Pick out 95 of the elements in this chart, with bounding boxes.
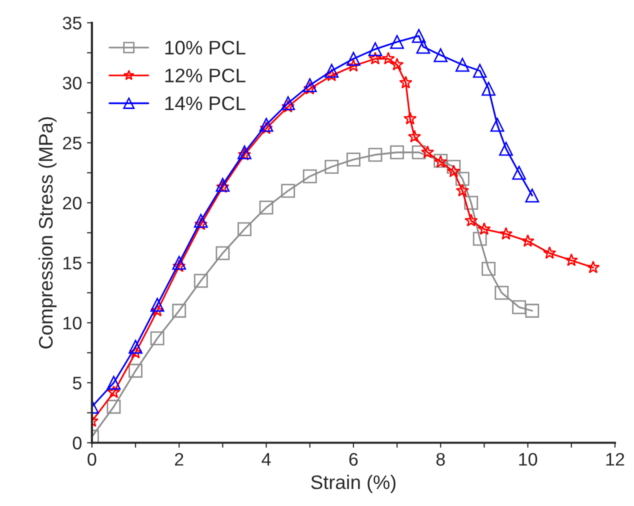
point — [494, 286, 509, 300]
point — [107, 385, 120, 398]
point — [238, 222, 252, 236]
point — [346, 52, 360, 66]
point — [521, 234, 534, 247]
point — [128, 364, 142, 378]
x-tick-label: 8 — [436, 452, 445, 466]
point — [390, 35, 404, 49]
point — [368, 42, 382, 56]
point — [586, 260, 600, 274]
y-axis-title: Compression Stress (MPa) — [38, 117, 57, 348]
point — [382, 52, 395, 65]
point — [259, 118, 274, 132]
y-tick-label: 0 — [72, 436, 82, 450]
point — [456, 184, 470, 197]
x-tick-label: 2 — [174, 452, 184, 466]
point — [412, 145, 426, 160]
point — [455, 172, 470, 186]
point — [368, 52, 382, 65]
point — [490, 118, 504, 132]
point — [302, 169, 317, 184]
y-tick-label: 30 — [62, 76, 82, 90]
point — [482, 262, 496, 276]
point — [281, 184, 296, 198]
point — [420, 145, 434, 158]
point — [455, 58, 470, 72]
point — [172, 304, 186, 318]
y-tick-label: 15 — [64, 256, 82, 270]
point — [525, 304, 540, 318]
point — [172, 256, 186, 270]
point — [542, 246, 556, 259]
point — [150, 298, 164, 312]
x-tick-label: 4 — [262, 453, 271, 466]
y-tick-label: 5 — [72, 376, 82, 390]
point — [464, 196, 478, 210]
point — [281, 96, 296, 110]
point — [150, 304, 164, 317]
y-tick-label: 25 — [63, 136, 82, 150]
x-tick-label: 6 — [349, 452, 358, 466]
point — [390, 58, 404, 71]
point — [150, 331, 164, 346]
point — [194, 217, 208, 230]
point — [128, 346, 142, 359]
point — [106, 400, 121, 414]
point — [447, 164, 460, 178]
point — [499, 227, 513, 240]
legend-label: 12% PCL — [165, 68, 246, 82]
x-tick-label: 12 — [606, 452, 624, 466]
point — [172, 259, 186, 272]
point — [194, 274, 208, 288]
point — [512, 300, 526, 314]
point — [106, 376, 121, 390]
point — [564, 253, 578, 266]
point — [399, 76, 412, 89]
point — [525, 188, 540, 203]
point — [403, 112, 417, 125]
x-tick-label: 10 — [519, 452, 538, 466]
point — [416, 40, 430, 54]
point — [472, 64, 487, 78]
point — [302, 78, 317, 92]
point — [238, 148, 252, 161]
point — [368, 148, 382, 162]
point — [303, 82, 317, 95]
point — [499, 142, 513, 156]
y-tick-label: 20 — [63, 196, 82, 210]
x-axis-title: Strain (%) — [311, 474, 396, 493]
point — [260, 121, 273, 134]
point — [482, 82, 496, 96]
y-tick-label: 10 — [64, 316, 82, 330]
point — [216, 246, 230, 260]
point — [216, 180, 230, 193]
point — [216, 178, 230, 192]
point — [281, 100, 295, 113]
point — [346, 59, 360, 72]
point — [434, 48, 448, 62]
point — [478, 222, 491, 235]
legend-label: 10% PCL — [165, 40, 246, 55]
point — [512, 166, 526, 180]
point — [472, 232, 487, 246]
point — [412, 29, 426, 43]
point — [324, 160, 339, 174]
point — [325, 68, 338, 82]
legend-label: 14% PCL — [165, 96, 246, 110]
x-tick-label: 0 — [88, 452, 96, 466]
point — [128, 340, 142, 354]
point — [259, 200, 274, 215]
point — [390, 145, 404, 160]
point — [238, 145, 252, 160]
point — [446, 160, 461, 174]
point — [464, 214, 478, 227]
point — [324, 64, 339, 78]
point — [408, 130, 422, 143]
y-tick-label: 35 — [62, 16, 82, 30]
point — [194, 214, 208, 228]
point — [346, 152, 360, 167]
